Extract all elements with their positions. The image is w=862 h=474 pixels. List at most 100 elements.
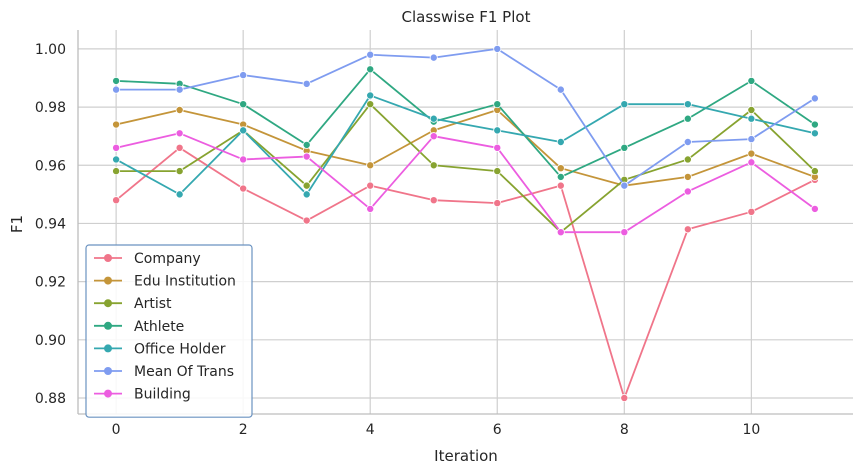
data-point-building — [112, 143, 121, 152]
x-tick-label: 2 — [239, 422, 248, 438]
data-point-office-holder — [175, 190, 184, 199]
data-point-building — [429, 132, 438, 141]
legend-marker-office-holder — [104, 344, 112, 353]
data-point-athlete — [556, 172, 565, 181]
legend-label-artist: Artist — [134, 296, 172, 312]
data-point-mean-of-trans — [112, 85, 121, 94]
legend: Company Edu Institution Artist Athlete Offic… — [85, 244, 253, 418]
legend-label-edu-institution: Edu Institution — [134, 274, 236, 290]
data-point-office-holder — [683, 100, 692, 109]
data-point-company — [429, 196, 438, 205]
series-layer — [112, 44, 819, 402]
data-point-office-holder — [747, 114, 756, 123]
data-point-office-holder — [493, 126, 502, 135]
x-tick-label: 4 — [366, 422, 375, 438]
legend-label-athlete: Athlete — [134, 319, 184, 335]
data-point-artist — [747, 106, 756, 115]
data-point-building — [239, 155, 248, 164]
legend-frame — [85, 244, 253, 418]
data-point-building — [747, 158, 756, 167]
legend-label-building: Building — [134, 387, 191, 403]
data-point-office-holder — [112, 155, 121, 164]
data-point-office-holder — [429, 114, 438, 123]
data-point-company — [302, 216, 311, 225]
y-tick-label: 0.94 — [35, 216, 66, 232]
data-point-athlete — [683, 114, 692, 123]
data-point-artist — [175, 167, 184, 176]
series-line-company — [115, 146, 816, 399]
series-line-edu-institution — [115, 109, 816, 187]
data-point-building — [556, 228, 565, 237]
data-point-building — [366, 204, 375, 213]
data-point-building — [683, 187, 692, 196]
data-point-company — [556, 181, 565, 190]
legend-label-company: Company — [134, 251, 201, 267]
data-point-artist — [810, 167, 819, 176]
data-point-office-holder — [556, 137, 565, 146]
y-tick-label: 0.90 — [35, 333, 66, 349]
data-point-building — [620, 228, 629, 237]
data-point-company — [620, 393, 629, 402]
data-point-mean-of-trans — [620, 181, 629, 190]
data-point-edu-institution — [683, 172, 692, 181]
data-point-building — [810, 204, 819, 213]
data-point-mean-of-trans — [556, 85, 565, 94]
data-point-mean-of-trans — [683, 137, 692, 146]
data-point-office-holder — [366, 91, 375, 100]
x-tick-label: 0 — [112, 422, 121, 438]
chart-title: Classwise F1 Plot — [402, 8, 531, 26]
data-point-company — [493, 199, 502, 208]
series-line-athlete — [116, 68, 816, 178]
data-point-office-holder — [239, 126, 248, 135]
data-point-artist — [429, 161, 438, 170]
y-tick-label: 0.96 — [35, 158, 66, 174]
y-tick-labels: 0.88 0.90 0.92 0.94 0.96 0.98 1.00 — [35, 42, 66, 407]
legend-label-mean-of-trans: Mean Of Trans — [134, 364, 234, 380]
data-point-artist — [493, 167, 502, 176]
data-point-edu-institution — [366, 161, 375, 170]
data-point-mean-of-trans — [493, 44, 502, 53]
data-point-mean-of-trans — [302, 79, 311, 88]
data-point-mean-of-trans — [366, 50, 375, 59]
data-point-building — [175, 129, 184, 138]
data-point-athlete — [366, 65, 375, 74]
legend-marker-artist — [104, 299, 112, 308]
data-point-artist — [112, 167, 121, 176]
data-point-athlete — [747, 76, 756, 85]
data-point-artist — [683, 155, 692, 164]
data-point-office-holder — [810, 129, 819, 138]
data-point-company — [683, 225, 692, 234]
data-point-athlete — [620, 143, 629, 152]
y-tick-label: 0.98 — [35, 100, 66, 116]
y-tick-label: 0.92 — [35, 275, 66, 291]
legend-marker-athlete — [104, 321, 112, 330]
data-point-mean-of-trans — [175, 85, 184, 94]
y-tick-label: 1.00 — [35, 42, 66, 58]
data-point-mean-of-trans — [239, 71, 248, 80]
data-point-building — [302, 152, 311, 161]
data-point-athlete — [302, 140, 311, 149]
data-point-office-holder — [620, 100, 629, 109]
data-point-edu-institution — [112, 120, 121, 129]
data-point-edu-institution — [556, 164, 565, 173]
data-point-artist — [302, 181, 311, 190]
data-point-mean-of-trans — [747, 135, 756, 144]
x-tick-label: 10 — [742, 422, 760, 438]
x-tick-label: 8 — [620, 422, 629, 438]
data-point-office-holder — [302, 190, 311, 199]
y-tick-label: 0.88 — [35, 391, 66, 407]
data-point-athlete — [239, 100, 248, 109]
x-tick-labels: 0 2 4 6 8 10 — [112, 422, 761, 438]
data-point-company — [366, 181, 375, 190]
x-axis-label: Iteration — [434, 447, 498, 465]
y-axis-label: F1 — [8, 215, 26, 233]
data-point-athlete — [493, 100, 502, 109]
data-point-building — [493, 143, 502, 152]
data-point-company — [239, 184, 248, 193]
legend-label-office-holder: Office Holder — [134, 341, 226, 357]
series-line-artist — [116, 103, 816, 234]
legend-marker-company — [104, 254, 112, 262]
data-point-company — [747, 207, 756, 216]
data-point-mean-of-trans — [429, 53, 438, 62]
